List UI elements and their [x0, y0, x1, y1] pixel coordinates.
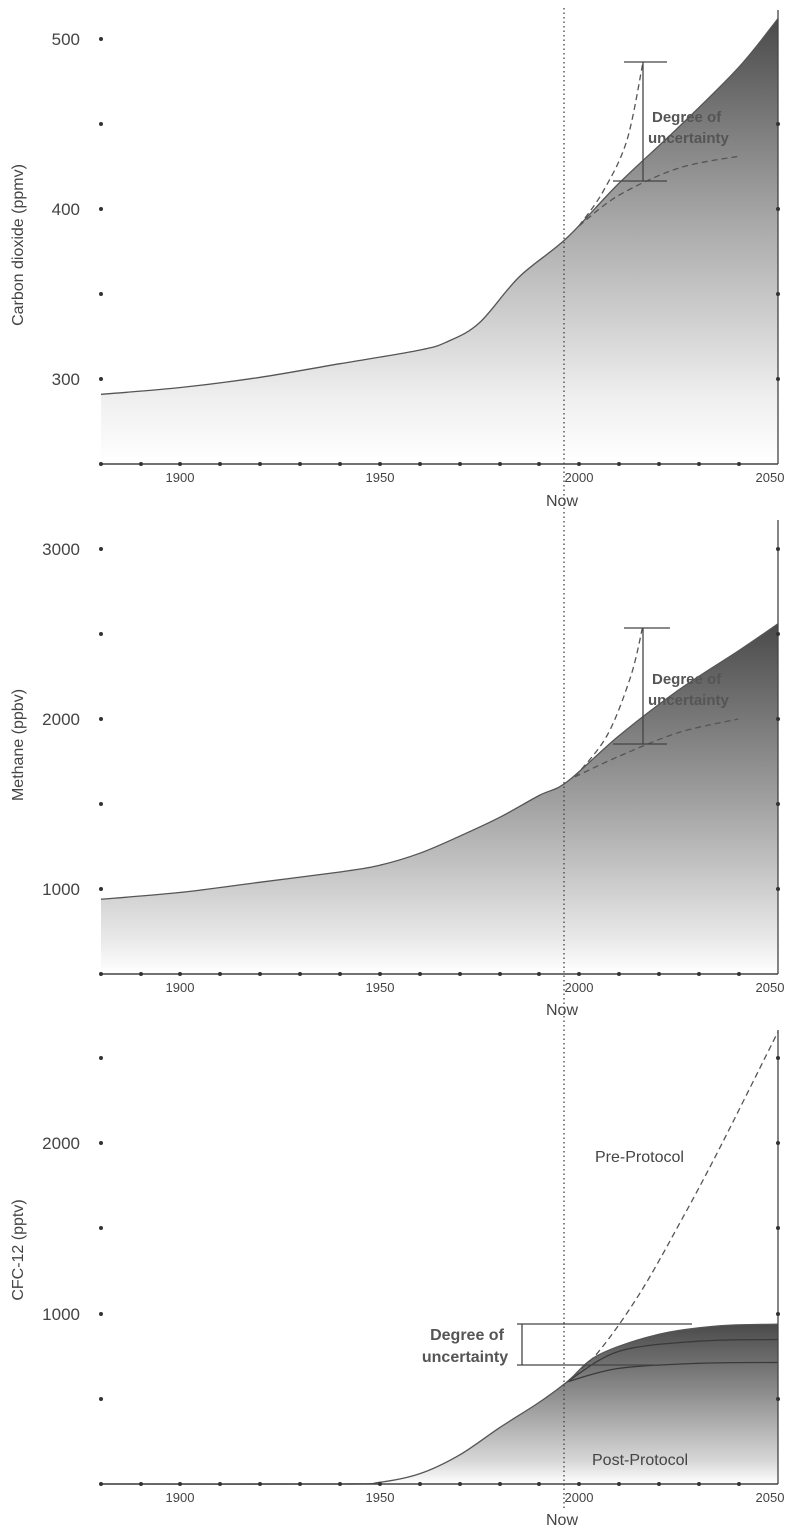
methane-xtick-2050: 2050	[756, 980, 785, 995]
co2-area	[101, 18, 778, 464]
panel-methane: Degree of uncertainty 3000 2000 1000 190…	[10, 520, 784, 1019]
methane-now-label: Now	[546, 1002, 578, 1019]
methane-right-dots	[776, 547, 780, 891]
cfc12-post-curve-2	[566, 1361, 779, 1383]
co2-xtick-1900: 1900	[166, 470, 195, 485]
methane-area	[101, 623, 778, 974]
cfc12-xtick-1900: 1900	[166, 1490, 195, 1505]
cfc12-uncertainty-label-1: Degree of	[430, 1327, 504, 1344]
cfc12-uncertainty-label-2: uncertainty	[422, 1349, 508, 1366]
panel-cfc12: Degree of uncertainty Pre-Protocol Post-…	[10, 1030, 784, 1529]
methane-line	[100, 623, 779, 900]
cfc12-post-curve-1	[566, 1338, 779, 1383]
cfc12-post-protocol-label: Post-Protocol	[592, 1452, 688, 1469]
co2-uncertainty-label-2: uncertainty	[648, 130, 730, 147]
methane-ytick-1000: 1000	[42, 880, 80, 899]
methane-scenario-high	[574, 627, 644, 778]
methane-xtick-1900: 1900	[166, 980, 195, 995]
methane-scenario-low	[574, 718, 739, 778]
methane-y-dots	[99, 547, 103, 891]
methane-uncertainty-label-2: uncertainty	[648, 692, 730, 709]
cfc12-xtick-2000: 2000	[565, 1490, 594, 1505]
co2-line	[100, 18, 779, 395]
co2-ytick-400: 400	[52, 200, 80, 219]
methane-xtick-1950: 1950	[366, 980, 395, 995]
cfc12-pre-protocol-line	[566, 1031, 779, 1383]
methane-xtick-2000: 2000	[565, 980, 594, 995]
co2-now-label: Now	[546, 493, 578, 510]
cfc12-area	[101, 1324, 778, 1485]
cfc12-ytick-1000: 1000	[42, 1305, 80, 1324]
co2-y-dots	[99, 37, 103, 381]
co2-scenario-high	[578, 64, 644, 227]
methane-uncertainty-label-1: Degree of	[652, 671, 722, 688]
cfc12-right-dots	[776, 1056, 780, 1401]
co2-y-axis-label: Carbon dioxide (ppmv)	[10, 164, 27, 326]
cfc12-y-axis-label: CFC-12 (pptv)	[10, 1199, 27, 1300]
co2-x-dots	[99, 462, 741, 466]
co2-uncertainty-label-1: Degree of	[652, 109, 722, 126]
cfc12-x-dots	[99, 1482, 741, 1486]
co2-xtick-2000: 2000	[565, 470, 594, 485]
panel-co2: Degree of uncertainty 500 400 300 1900 1…	[10, 10, 784, 510]
cfc12-pre-protocol-label: Pre-Protocol	[595, 1149, 684, 1166]
cfc12-now-label: Now	[546, 1512, 578, 1529]
cfc12-y-dots	[99, 1056, 103, 1401]
co2-xtick-1950: 1950	[366, 470, 395, 485]
cfc12-ytick-2000: 2000	[42, 1134, 80, 1153]
methane-x-dots	[99, 972, 741, 976]
co2-right-dots	[776, 122, 780, 381]
cfc12-xtick-2050: 2050	[756, 1490, 785, 1505]
cfc12-xtick-1950: 1950	[366, 1490, 395, 1505]
co2-ytick-500: 500	[52, 30, 80, 49]
co2-ytick-300: 300	[52, 370, 80, 389]
co2-xtick-2050: 2050	[756, 470, 785, 485]
methane-y-axis-label: Methane (ppbv)	[10, 689, 27, 801]
methane-ytick-2000: 2000	[42, 710, 80, 729]
methane-ytick-3000: 3000	[42, 540, 80, 559]
